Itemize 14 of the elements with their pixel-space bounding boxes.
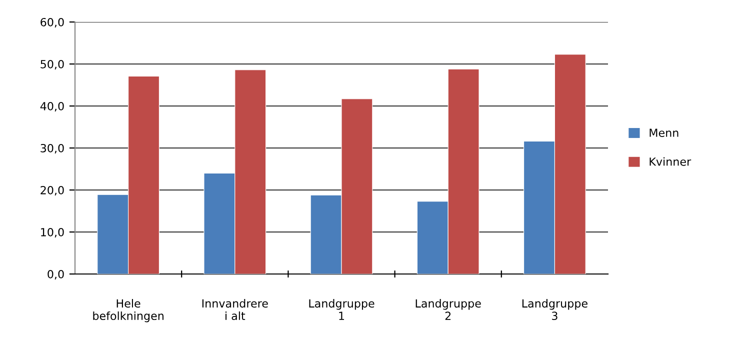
y-tick-label: 30,0 — [40, 144, 64, 154]
x-tick-label: Hele befolkningen — [93, 299, 164, 322]
y-tick-label: 60,0 — [40, 18, 64, 28]
x-tick-label: Landgruppe 1 — [309, 299, 374, 320]
y-tick-label: 20,0 — [40, 186, 64, 196]
x-tick-label: Landgruppe 3 — [522, 299, 588, 320]
y-tick-label: 50,0 — [40, 60, 64, 70]
legend-label: Menn — [650, 128, 678, 137]
y-tick-label: 10,0 — [41, 228, 64, 238]
y-tick-label: 40,0 — [40, 102, 64, 112]
x-tick-label: Landgruppe 2 — [416, 299, 481, 320]
y-tick-label: 0,0 — [48, 270, 64, 280]
legend-label: Kvinner — [650, 157, 692, 166]
x-tick-label: Innvandrere i alt — [202, 299, 268, 320]
